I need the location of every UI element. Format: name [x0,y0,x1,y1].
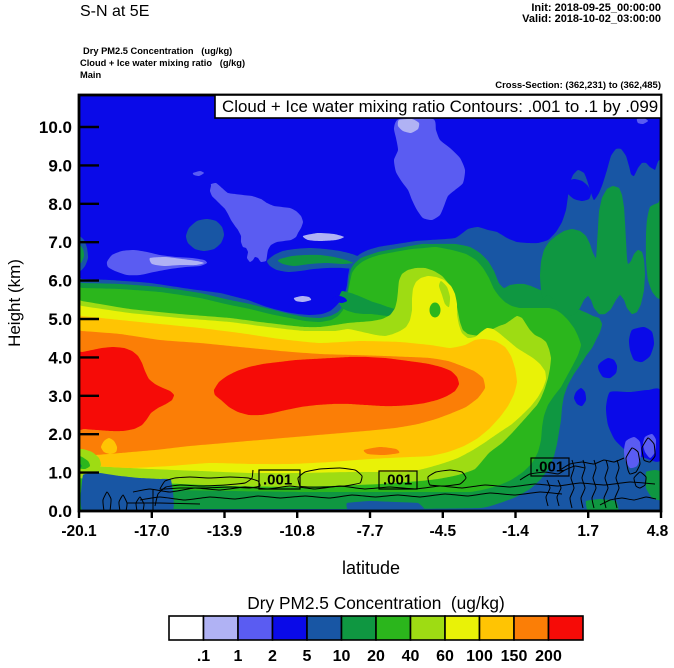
svg-text:-7.7: -7.7 [357,523,384,540]
svg-text:Cloud + Ice water mixing ratio: Cloud + Ice water mixing ratio Contours:… [222,97,658,116]
svg-text:200: 200 [535,648,562,665]
svg-text:100: 100 [466,648,493,665]
svg-text:8.0: 8.0 [48,195,72,214]
svg-text:-1.4: -1.4 [502,523,529,540]
svg-text:1.0: 1.0 [48,464,72,483]
svg-text:40: 40 [402,648,420,665]
svg-text:1.7: 1.7 [577,523,599,540]
svg-text:10: 10 [333,648,351,665]
svg-text:2.0: 2.0 [48,425,72,444]
svg-text:.001: .001 [535,459,564,476]
svg-text:150: 150 [501,648,528,665]
svg-text:5: 5 [303,648,312,665]
svg-text:-17.0: -17.0 [134,523,169,540]
svg-text:10.0: 10.0 [39,118,72,137]
svg-text:Main: Main [80,70,101,80]
svg-text:S-N at 5E: S-N at 5E [80,3,149,20]
svg-text:Cross-Section: (362,231) to (3: Cross-Section: (362,231) to (362,485) [495,80,661,91]
svg-text:4.0: 4.0 [48,348,72,367]
svg-text:latitude: latitude [342,558,400,578]
svg-text:-4.5: -4.5 [429,523,456,540]
svg-text:Cloud + Ice water mixing ratio: Cloud + Ice water mixing ratio (g/kg) [80,58,245,68]
svg-text:1: 1 [234,648,243,665]
svg-text:5.0: 5.0 [48,310,72,329]
svg-text:3.0: 3.0 [48,387,72,406]
svg-text:9.0: 9.0 [48,156,72,175]
svg-text:Height (km): Height (km) [5,259,24,347]
svg-text:.001: .001 [383,472,412,489]
svg-text:-10.8: -10.8 [280,523,316,540]
svg-text:4.8: 4.8 [647,523,669,540]
svg-text:.001: .001 [263,472,292,489]
svg-text:20: 20 [367,648,385,665]
svg-text:0.0: 0.0 [48,502,72,521]
svg-text:60: 60 [436,648,454,665]
svg-text:Dry PM2.5 Concentration (ug/k: Dry PM2.5 Concentration (ug/kg) [247,593,504,613]
svg-text:.1: .1 [197,648,210,665]
svg-text:7.0: 7.0 [48,233,72,252]
svg-text:Valid: 2018-10-02_03:00:00: Valid: 2018-10-02_03:00:00 [522,13,661,25]
svg-text:-20.1: -20.1 [61,523,97,540]
svg-text:-13.9: -13.9 [207,523,243,540]
svg-text:6.0: 6.0 [48,272,72,291]
svg-text:Init: 2018-09-25_00:00:00: Init: 2018-09-25_00:00:00 [531,2,661,14]
svg-text:Dry PM2.5 Concentration (ug/: Dry PM2.5 Concentration (ug/kg) [83,46,232,56]
svg-text:2: 2 [268,648,277,665]
